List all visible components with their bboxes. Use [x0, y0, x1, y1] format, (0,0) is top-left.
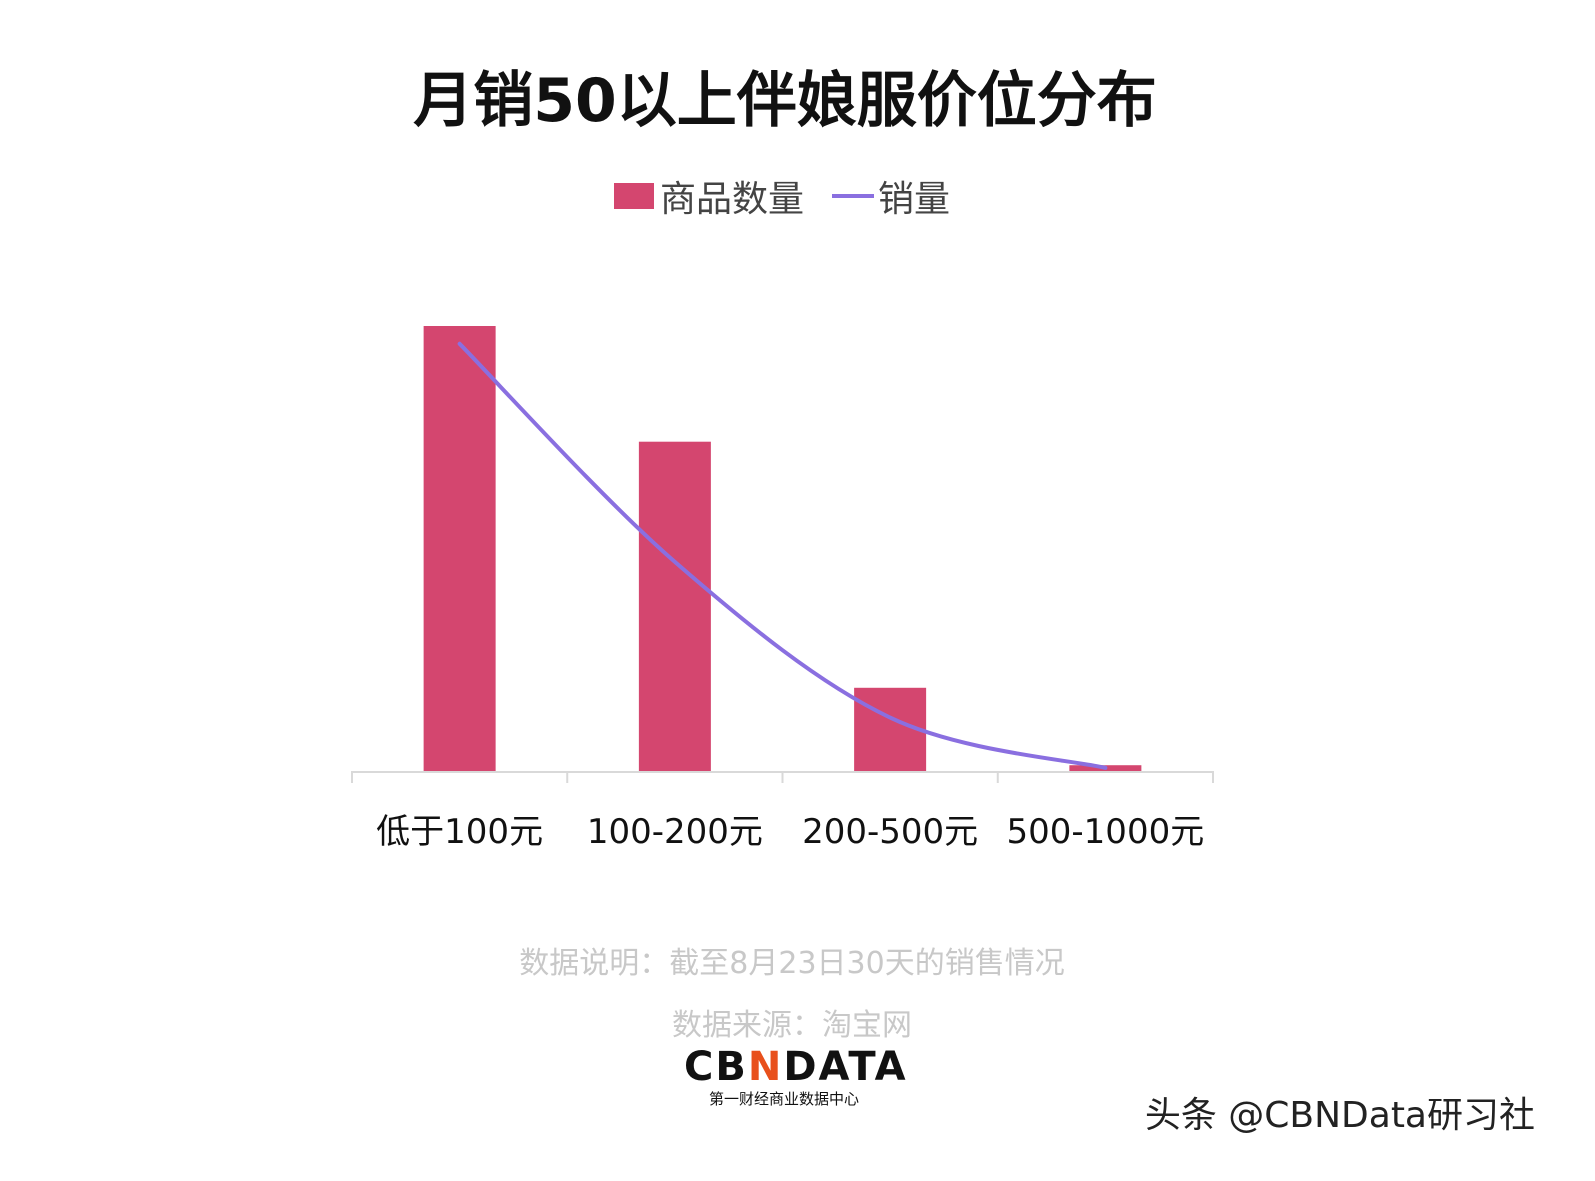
legend: 商品数量 销量 — [614, 170, 950, 222]
x-tick-label: 100-200元 — [587, 812, 763, 852]
legend-label-bar: 商品数量 — [660, 179, 805, 220]
bar — [638, 441, 711, 771]
chart-title: 月销50以上伴娘服价位分布 — [413, 66, 1157, 136]
sales-line — [457, 341, 1108, 770]
legend-label-line: 销量 — [878, 179, 951, 220]
data-description: 数据说明：截至8月23日30天的销售情况 — [519, 946, 1065, 981]
bar — [423, 326, 496, 771]
cbndata-logo: CBNDATA 第一财经商业数据中心 — [684, 1044, 908, 1108]
legend-swatch-line — [832, 194, 875, 198]
x-tick-label: 500-1000元 — [1007, 812, 1205, 852]
data-source: 数据来源：淘宝网 — [672, 1008, 912, 1043]
chart-plot: 低于100元 100-200元 200-500元 500-1000元 — [351, 326, 1214, 852]
logo-subtitle: 第一财经商业数据中心 — [708, 1090, 859, 1108]
watermark: 头条 @CBNData研习社 — [1144, 1095, 1535, 1136]
x-tick-label: 低于100元 — [376, 812, 543, 852]
x-tick-label: 200-500元 — [802, 812, 978, 852]
legend-swatch-bar — [614, 183, 654, 209]
